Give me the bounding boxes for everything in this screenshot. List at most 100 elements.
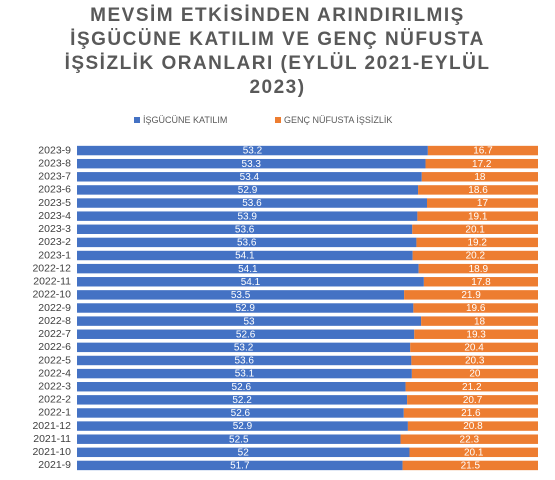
data-label: 54.1	[241, 277, 261, 288]
y-tick-label: 2022-3	[38, 381, 71, 393]
data-label: 52	[238, 447, 250, 458]
data-label: 53.6	[242, 198, 262, 209]
y-tick-label: 2023-4	[38, 210, 71, 222]
data-label: 21.2	[462, 382, 482, 393]
bar-segment	[407, 421, 538, 431]
data-label: 17	[477, 198, 489, 209]
data-label: 51.7	[230, 461, 250, 472]
data-label: 18.9	[469, 264, 489, 275]
y-tick-label: 2022-10	[32, 289, 71, 301]
bar-segment	[77, 263, 419, 274]
bar-segment	[423, 277, 538, 287]
bar-segment	[404, 290, 538, 300]
bar-segment	[77, 342, 411, 353]
data-label: 53.2	[243, 146, 263, 157]
y-tick-label: 2023-1	[38, 249, 71, 261]
bar-segment	[77, 395, 408, 405]
data-label: 52.6	[236, 329, 256, 340]
y-tick-label: 2022-12	[32, 262, 71, 274]
data-label: 18	[474, 172, 486, 183]
y-tick-label: 2023-9	[38, 144, 71, 156]
data-label: 53.3	[242, 159, 262, 170]
y-tick-label: 2022-6	[38, 341, 71, 353]
legend-label: İŞGÜCÜNE KATILIM	[143, 115, 227, 125]
data-label: 52.9	[235, 303, 255, 314]
bar-segment	[427, 145, 538, 156]
bar-segment	[77, 434, 401, 444]
bar-segment	[410, 342, 538, 353]
data-label: 54.1	[238, 264, 258, 275]
y-tick-label: 2023-6	[38, 184, 71, 196]
bar-segment	[421, 172, 538, 182]
bar-segment	[412, 224, 538, 235]
bar-segment	[411, 368, 538, 379]
y-tick-label: 2022-5	[38, 354, 71, 366]
data-label: 53.6	[235, 224, 255, 235]
data-label: 19.1	[468, 211, 488, 222]
bar-segment	[409, 447, 538, 458]
data-label: 21.6	[461, 408, 481, 419]
data-label: 52.9	[238, 185, 258, 196]
chart-title: MEVSİM ETKİSİNDEN ARINDIRILMIŞ İŞGÜCÜNE …	[64, 5, 491, 98]
data-label: 53.1	[235, 369, 255, 380]
data-label: 18	[474, 316, 486, 327]
data-label: 53.6	[234, 356, 254, 367]
bar-segment	[418, 185, 538, 195]
data-label: 52.9	[233, 421, 253, 432]
data-label: 22.3	[460, 434, 480, 445]
y-tick-label: 2022-7	[38, 328, 71, 340]
bar-segment	[77, 237, 417, 248]
bar-segment	[77, 158, 426, 169]
data-label: 53.6	[237, 238, 257, 249]
data-label: 20	[469, 369, 481, 380]
data-label: 16.7	[473, 146, 493, 157]
data-label: 20.3	[465, 356, 485, 367]
bar-segment	[403, 408, 538, 418]
data-label: 17.8	[471, 277, 491, 288]
bar-segment	[402, 460, 538, 471]
y-tick-label: 2023-3	[38, 223, 71, 235]
y-tick-label: 2022-1	[38, 407, 71, 419]
data-label: 17.2	[472, 159, 492, 170]
data-label: 53.4	[240, 172, 260, 183]
bar-segment	[426, 198, 538, 208]
y-tick-label: 2022-11	[33, 276, 71, 288]
data-label: 20.8	[463, 421, 483, 432]
y-tick-label: 2021-12	[32, 420, 71, 432]
bar-segment	[77, 421, 408, 431]
data-label: 20.7	[463, 395, 483, 406]
bar-segment	[77, 368, 412, 379]
data-label: 19.3	[466, 329, 486, 340]
bar-segment	[77, 172, 422, 182]
y-tick-label: 2021-11	[33, 433, 71, 445]
bar-segment	[77, 408, 404, 418]
bar-segment	[405, 381, 538, 392]
y-tick-label: 2023-7	[38, 171, 71, 183]
bar-segment	[77, 303, 414, 313]
bar-segment	[77, 198, 427, 208]
bar-segment	[77, 211, 418, 221]
y-tick-label: 2022-2	[38, 394, 71, 406]
data-label: 18.6	[468, 185, 488, 196]
bar-segment	[77, 447, 410, 458]
data-label: 53.5	[231, 290, 251, 301]
bar-segment	[77, 250, 413, 261]
y-tick-label: 2021-9	[38, 459, 71, 471]
data-label: 20.4	[464, 343, 484, 354]
data-label: 53.2	[234, 343, 254, 354]
data-label: 20.2	[466, 251, 486, 262]
bar-segment	[414, 329, 538, 339]
data-label: 53	[244, 316, 256, 327]
bar-segment	[425, 158, 538, 169]
bar-segment	[411, 355, 538, 366]
bar-segment	[417, 211, 538, 221]
bar-segment	[407, 395, 538, 405]
data-label: 21.9	[461, 290, 481, 301]
bar-segment	[421, 316, 538, 326]
bar-segment	[77, 316, 422, 326]
data-label: 21.5	[461, 461, 481, 472]
bar-segment	[77, 355, 412, 366]
bar-segment	[413, 303, 538, 313]
y-tick-label: 2022-4	[38, 367, 71, 379]
